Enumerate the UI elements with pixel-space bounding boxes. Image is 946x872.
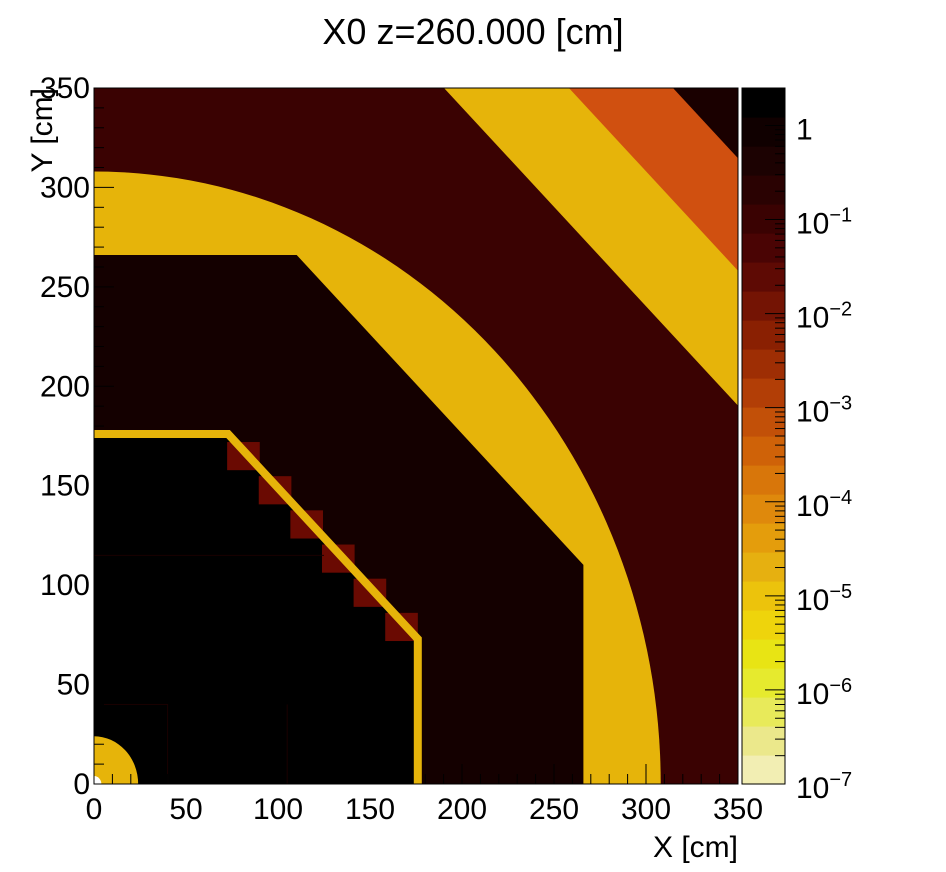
region-beam-pipe-hole xyxy=(94,776,102,784)
color-scale-axis: 1 10−1 10−2 10−3 10−4 10−5 10−6 10−7 xyxy=(765,96,852,805)
color-scale-swatch xyxy=(742,697,785,727)
color-scale-tick-label: 10−1 xyxy=(796,205,852,241)
color-scale-swatch xyxy=(742,436,785,466)
color-scale-tick-label: 1 xyxy=(796,113,813,146)
color-scale-swatch xyxy=(742,175,785,205)
color-scale-swatch xyxy=(742,349,785,379)
heatmap-plot-area xyxy=(94,88,738,784)
y-axis: 0 50 100 150 200 250 300 350 xyxy=(40,72,114,801)
y-tick-label: 300 xyxy=(40,171,90,204)
y-tick-label: 100 xyxy=(40,569,90,602)
plot-frame xyxy=(93,87,739,785)
x-tick-label: 350 xyxy=(713,793,763,826)
color-scale-swatch xyxy=(742,146,785,176)
color-scale-tick-label: 10−2 xyxy=(796,299,852,335)
y-tick-label: 50 xyxy=(57,669,90,702)
color-scale-swatch xyxy=(742,639,785,669)
x-tick-label: 150 xyxy=(345,793,395,826)
region-inner-gold-shell xyxy=(94,430,422,784)
color-scale-swatch xyxy=(742,523,785,553)
color-scale-swatch xyxy=(742,755,785,785)
x-axis-label: X [cm] xyxy=(653,831,738,864)
y-tick-label: 250 xyxy=(40,271,90,304)
y-tick-label: 350 xyxy=(40,72,90,105)
inner-structure-line xyxy=(94,703,169,784)
color-scale-swatch xyxy=(742,552,785,582)
x-tick-label: 200 xyxy=(437,793,487,826)
color-scale-tick-label: 10−3 xyxy=(796,393,852,429)
chart-title: X0 z=260.000 [cm] xyxy=(322,11,623,52)
x-axis: 0 50 100 150 200 250 300 350 xyxy=(86,764,763,826)
color-scale-swatch xyxy=(742,378,785,408)
color-scale-swatch xyxy=(742,465,785,495)
y-tick-label: 150 xyxy=(40,470,90,503)
color-scale-tick-label: 10−5 xyxy=(796,581,852,617)
x-tick-label: 50 xyxy=(169,793,202,826)
color-scale-swatch xyxy=(742,117,785,147)
color-scale-swatch xyxy=(742,668,785,698)
y-axis-label: Y [cm] xyxy=(26,88,59,172)
region-beam-pipe-ring xyxy=(94,736,139,784)
color-scale-swatch xyxy=(742,88,785,118)
y-tick-label: 0 xyxy=(73,768,90,801)
x-tick-label: 0 xyxy=(86,793,103,826)
x-tick-label: 100 xyxy=(253,793,303,826)
color-scale-swatch xyxy=(742,262,785,292)
x-tick-label: 300 xyxy=(621,793,671,826)
color-scale-swatch xyxy=(742,204,785,234)
y-tick-label: 200 xyxy=(40,370,90,403)
color-scale-swatch xyxy=(742,494,785,524)
color-scale-tick-label: 10−7 xyxy=(796,769,852,805)
color-scale-tick-label: 10−4 xyxy=(796,487,852,523)
color-scale-tick-label: 10−6 xyxy=(796,675,852,711)
region-inner-black xyxy=(94,434,418,784)
color-scale-swatch xyxy=(742,610,785,640)
color-scale-swatch xyxy=(742,726,785,756)
color-scale-swatch xyxy=(742,291,785,321)
x-tick-label: 250 xyxy=(529,793,579,826)
